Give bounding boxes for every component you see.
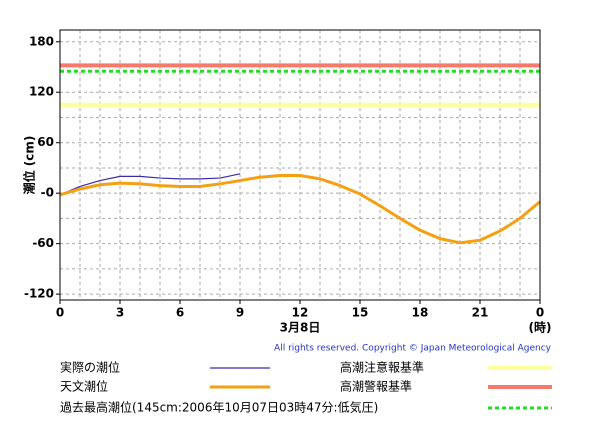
x-tick-label: 0 [56, 306, 64, 320]
y-tick-label: -0 [41, 186, 54, 200]
y-tick-label: -60 [32, 236, 54, 250]
legend-label: 高潮警報基準 [340, 379, 412, 394]
x-tick-label: 18 [412, 306, 429, 320]
x-tick-label: 3 [116, 306, 124, 320]
x-tick-label: 0 [536, 306, 544, 320]
y-tick-label: 120 [29, 85, 54, 99]
legend-label: 高潮注意報基準 [340, 360, 424, 375]
x-axis-label: 3月8日 [280, 321, 321, 335]
x-tick-label: 9 [236, 306, 244, 320]
copyright: All rights reserved. Copyright © Japan M… [274, 344, 552, 354]
y-tick-label: 60 [37, 135, 54, 149]
x-tick-label: 6 [176, 306, 184, 320]
series-line [59, 173, 241, 196]
x-tick-label: 12 [292, 306, 309, 320]
legend-label: 実際の潮位 [60, 360, 120, 375]
x-tick-label: 21 [472, 306, 489, 320]
legend-label: 過去最高潮位(145cm:2006年10月07日03時47分:低気圧) [60, 400, 378, 415]
series-line [59, 174, 541, 245]
legend-label: 天文潮位 [60, 379, 108, 394]
x-tick-label: 15 [352, 306, 369, 320]
x-axis-unit: (時) [529, 320, 552, 335]
y-tick-label: -120 [24, 287, 54, 301]
y-axis-label: 潮位 (cm) [22, 136, 37, 195]
y-tick-label: 180 [29, 34, 54, 48]
plot-border [59, 29, 541, 301]
